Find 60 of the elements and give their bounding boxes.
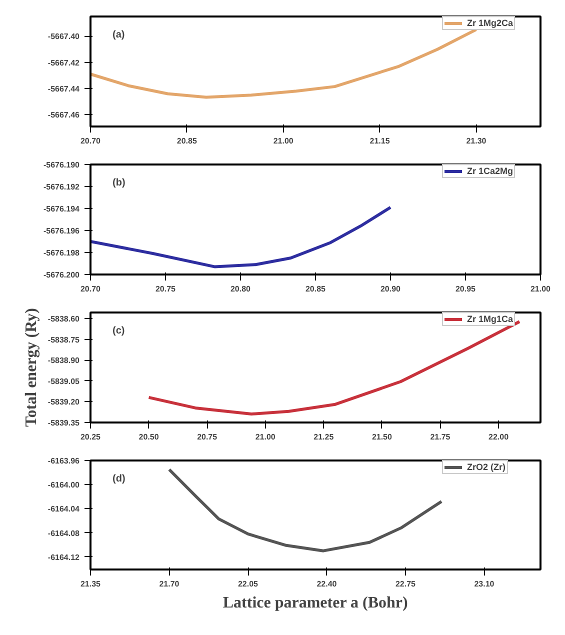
y-tick-label: -5676.198 <box>43 248 80 258</box>
y-tick-label: -5839.05 <box>48 376 80 386</box>
y-tick-label: -6164.08 <box>48 528 80 538</box>
x-tick-label: 20.90 <box>380 284 402 294</box>
x-tick-label: 23.10 <box>474 580 495 588</box>
legend-label: Zr 1Mg1Ca <box>467 314 514 324</box>
x-tick-label: 20.75 <box>155 284 176 294</box>
x-tick-label: 21.70 <box>159 580 180 588</box>
legend-label: Zr 1Mg2Ca <box>467 18 514 28</box>
x-tick-label: 20.80 <box>230 284 252 294</box>
x-tick-label: 22.75 <box>395 580 416 588</box>
x-tick-label: 20.85 <box>176 136 198 146</box>
x-tick-label: 20.95 <box>455 284 476 294</box>
x-tick-label: 21.25 <box>314 432 334 442</box>
y-tick-label: -5667.42 <box>48 58 80 68</box>
x-tick-label: 21.15 <box>370 136 390 146</box>
y-tick-label: -5667.44 <box>48 84 80 94</box>
x-tick-label: 20.70 <box>80 284 102 294</box>
y-tick-label: -5667.40 <box>48 32 80 42</box>
x-tick-label: 21.00 <box>255 432 276 442</box>
y-tick-label: -6164.04 <box>48 504 80 514</box>
y-tick-label: -6164.12 <box>48 552 80 562</box>
x-tick-label: 21.00 <box>530 284 552 294</box>
annotation: (d) <box>112 474 126 484</box>
x-tick-label: 21.35 <box>80 580 102 588</box>
x-axis-title: Lattice parameter a (Bohr) <box>222 594 408 612</box>
x-tick-label: 22.05 <box>238 580 259 588</box>
y-tick-label: -5839.35 <box>48 418 80 428</box>
legend-label: ZrO2 (Zr) <box>467 462 506 472</box>
y-tick-label: -5838.75 <box>48 335 80 344</box>
line-series <box>90 28 478 99</box>
y-tick-label: -6164.00 <box>48 480 80 490</box>
y-tick-label: -5838.60 <box>48 314 80 324</box>
x-tick-label: 21.00 <box>273 136 294 146</box>
x-tick-label: 20.85 <box>305 284 326 294</box>
x-tick-label: 21.75 <box>430 432 451 442</box>
x-tick-label: 22.00 <box>488 432 510 442</box>
line-series <box>168 468 443 552</box>
x-tick-label: 21.50 <box>372 432 393 442</box>
x-tick-label: 20.75 <box>197 432 218 442</box>
annotation: (b) <box>112 178 126 188</box>
y-axis-title: Total energy (Ry) <box>22 308 40 427</box>
y-tick-label: -5676.194 <box>43 204 80 214</box>
y-tick-label: -5676.196 <box>43 226 80 236</box>
y-tick-label: -5676.190 <box>43 160 80 170</box>
x-tick-label: 20.25 <box>80 432 102 442</box>
line-series <box>90 206 392 268</box>
annotation: (c) <box>112 326 125 336</box>
x-tick-label: 20.50 <box>138 432 160 442</box>
y-tick-label: -5676.200 <box>43 270 80 280</box>
y-tick-label: -5676.192 <box>43 182 80 192</box>
x-tick-label: 20.70 <box>80 136 102 146</box>
annotation: (a) <box>112 30 125 40</box>
x-tick-label: 21.30 <box>466 136 487 146</box>
y-tick-label: -5667.46 <box>48 110 80 120</box>
y-tick-label: -5839.20 <box>48 398 80 407</box>
y-tick-label: -5838.90 <box>48 356 80 366</box>
x-tick-label: 22.40 <box>316 580 338 588</box>
legend-label: Zr 1Ca2Mg <box>467 166 514 176</box>
y-tick-label: -6163.96 <box>48 456 80 466</box>
